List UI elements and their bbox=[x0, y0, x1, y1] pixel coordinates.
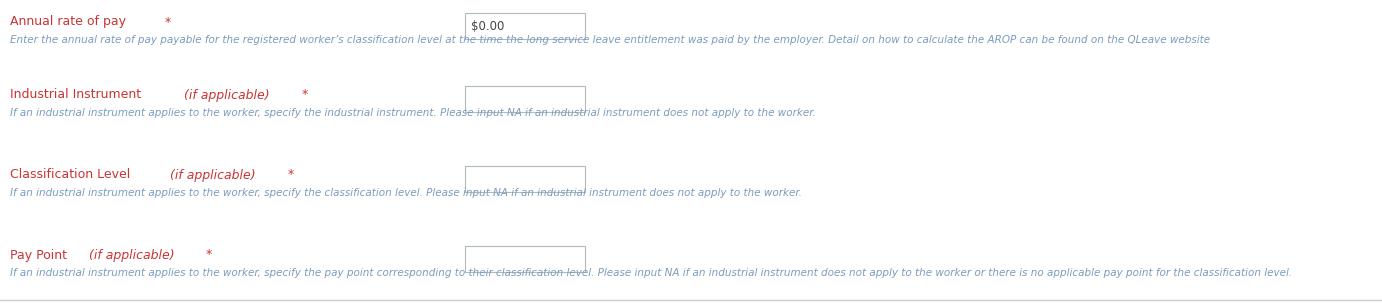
FancyBboxPatch shape bbox=[464, 13, 585, 39]
Text: *: * bbox=[299, 88, 308, 102]
Text: *: * bbox=[283, 168, 294, 181]
Text: Annual rate of pay: Annual rate of pay bbox=[10, 16, 126, 29]
FancyBboxPatch shape bbox=[464, 166, 585, 192]
Text: $0.00: $0.00 bbox=[471, 19, 504, 33]
Text: Industrial Instrument: Industrial Instrument bbox=[10, 88, 141, 102]
Text: *: * bbox=[160, 16, 171, 29]
Text: (if applicable): (if applicable) bbox=[180, 88, 269, 102]
Text: If an industrial instrument applies to the worker, specify the industrial instru: If an industrial instrument applies to t… bbox=[10, 108, 815, 118]
Text: *: * bbox=[202, 248, 213, 261]
Text: Classification Level: Classification Level bbox=[10, 168, 130, 181]
Text: If an industrial instrument applies to the worker, specify the pay point corresp: If an industrial instrument applies to t… bbox=[10, 268, 1292, 278]
FancyBboxPatch shape bbox=[464, 246, 585, 272]
Text: (if applicable): (if applicable) bbox=[84, 248, 174, 261]
FancyBboxPatch shape bbox=[464, 86, 585, 112]
Text: (if applicable): (if applicable) bbox=[166, 168, 256, 181]
Text: If an industrial instrument applies to the worker, specify the classification le: If an industrial instrument applies to t… bbox=[10, 188, 802, 198]
Text: Pay Point: Pay Point bbox=[10, 248, 66, 261]
Text: Enter the annual rate of pay payable for the registered worker’s classification : Enter the annual rate of pay payable for… bbox=[10, 35, 1211, 45]
